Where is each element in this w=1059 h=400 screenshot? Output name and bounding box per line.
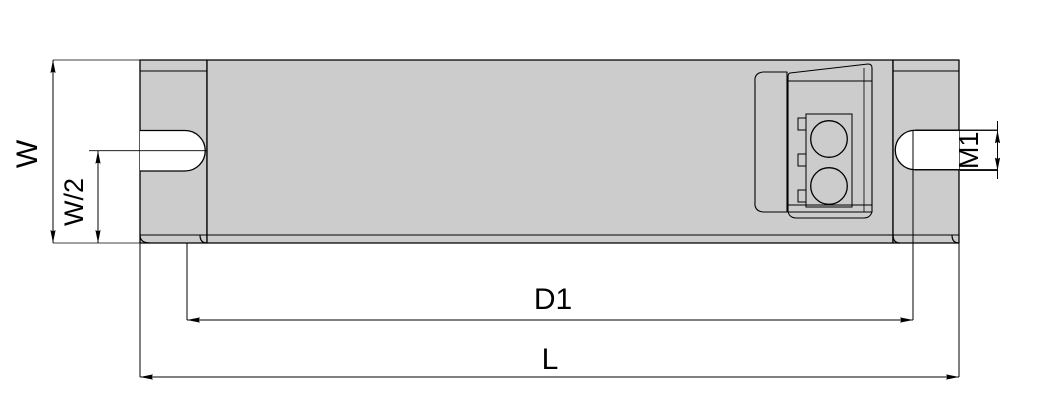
svg-text:D1: D1 [534,283,572,316]
svg-text:W/2: W/2 [59,178,89,226]
svg-text:W: W [11,139,44,168]
svg-text:M1: M1 [954,132,984,170]
svg-text:L: L [542,343,559,376]
